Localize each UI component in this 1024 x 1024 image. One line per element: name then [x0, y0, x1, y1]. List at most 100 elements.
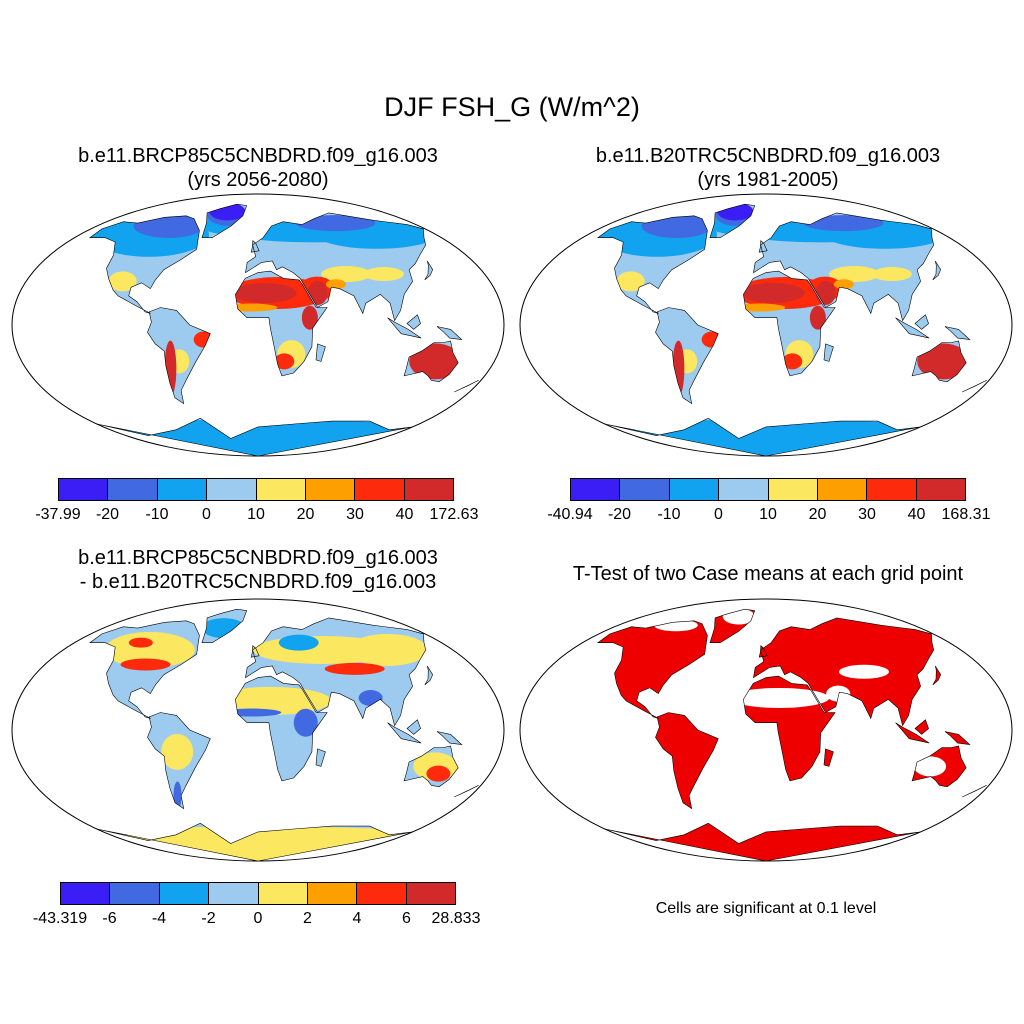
coastline	[753, 617, 935, 727]
colorbar-tick-label: -40.94	[547, 506, 593, 523]
coastline	[604, 417, 921, 457]
hottest-region	[740, 282, 805, 303]
land-png	[945, 731, 970, 745]
colorbar-segment	[719, 479, 769, 500]
coastline	[709, 608, 756, 643]
land-uk	[759, 645, 768, 658]
colorbar-segment	[571, 479, 621, 500]
colorbar-tick-label: 28.833	[431, 910, 481, 927]
colorbar-tick-label: 10	[759, 506, 777, 523]
panel-4-title-line1: T-Test of two Case means at each grid po…	[572, 563, 964, 585]
panel-2-title: b.e11.B20TRC5CNBDRD.f09_g16.003 (yrs 198…	[518, 144, 1018, 192]
coastline	[962, 380, 987, 393]
land-antarctica	[604, 823, 921, 861]
coastline	[604, 822, 921, 862]
land-japan	[932, 666, 941, 685]
coastline	[147, 307, 211, 405]
land-uk	[251, 240, 260, 253]
coastline	[944, 731, 971, 746]
coastline	[88, 215, 200, 314]
warm-region	[274, 353, 295, 370]
positive-large-region	[128, 637, 153, 648]
colorbar-segment	[357, 883, 407, 904]
land-japan	[932, 261, 941, 280]
colorbar-tick-label: 0	[253, 910, 263, 927]
land-indo	[895, 317, 930, 339]
coastline	[932, 260, 942, 281]
mild-region	[871, 267, 912, 282]
hottest-region	[809, 305, 826, 330]
colorbar-tick-label: 20	[296, 506, 315, 523]
colorbar-segment	[157, 479, 208, 500]
colorbar-tick-label: 40	[395, 506, 414, 523]
coastline	[201, 203, 248, 238]
colorbar-segment	[620, 479, 670, 500]
coastline	[403, 745, 459, 788]
land-madagascar	[824, 343, 834, 362]
land-png	[437, 731, 462, 745]
coastline	[387, 317, 422, 339]
map-panel-historical	[519, 193, 1013, 457]
coastline	[823, 343, 834, 362]
coastline	[895, 722, 930, 744]
negative-small-region	[278, 634, 319, 651]
figure-title: DJF FSH_G (W/m^2)	[384, 92, 640, 122]
hottest-region	[232, 282, 297, 303]
colorbar-tick-label: -2	[201, 910, 216, 927]
colorbar-tick-label: -10	[657, 506, 681, 523]
coastline	[914, 719, 929, 735]
coastline	[758, 239, 768, 253]
colorbar-tick-label: 4	[352, 910, 362, 927]
coastline	[753, 212, 935, 322]
colorbar-segment	[61, 883, 111, 904]
coastline	[655, 712, 719, 810]
land-indo	[895, 722, 930, 744]
colorbar-segment	[258, 883, 308, 904]
coastline	[387, 722, 422, 744]
land-indo	[387, 317, 422, 339]
colorbar-tick-label: 40	[907, 506, 926, 523]
coastline	[709, 203, 756, 238]
coastline	[96, 822, 413, 862]
colorbar-future	[58, 478, 454, 501]
cold-region	[803, 215, 884, 232]
panel-1-title: b.e11.BRCP85C5CNBDRD.f09_g16.003 (yrs 20…	[8, 144, 508, 192]
coastline	[743, 270, 836, 377]
colorbar-tick-label: 0	[202, 506, 211, 523]
coastline	[424, 260, 434, 281]
coastline	[758, 644, 768, 658]
panel-3-title-line2: - b.e11.B20TRC5CNBDRD.f09_g16.003	[79, 571, 437, 593]
hottest-region	[301, 305, 318, 330]
coastline	[235, 675, 328, 782]
colorbar-tick-label: 2	[303, 910, 312, 927]
panel-1-title-line1: b.e11.BRCP85C5CNBDRD.f09_g16.003	[78, 145, 438, 167]
mild-region	[321, 266, 372, 283]
colorbar-segment	[59, 479, 109, 500]
colorbar-historical-labels: -40.94 -20 -10 0 10 20 30 40 168.31	[547, 506, 990, 526]
land-japan	[424, 261, 433, 280]
colorbar-tick-label: 0	[714, 506, 723, 523]
map-panel-future	[11, 193, 505, 457]
land-uk	[759, 240, 768, 253]
negative-region	[293, 708, 318, 737]
coastline	[88, 620, 200, 719]
coastline	[201, 608, 248, 643]
hot-region	[325, 279, 346, 290]
coastline	[944, 326, 971, 341]
colorbar-tick-label: -4	[151, 910, 167, 927]
positive-small-region	[347, 633, 428, 666]
coastline	[914, 314, 929, 330]
coastline	[235, 270, 328, 377]
colorbar-tick-label: -6	[102, 910, 117, 927]
coastline	[596, 620, 708, 719]
panel-3-title-line1: b.e11.BRCP85C5CNBDRD.f09_g16.003	[78, 547, 438, 569]
colorbar-segment	[159, 883, 210, 904]
colorbar-tick-label: -43.319	[32, 910, 88, 927]
colorbar-segment	[768, 479, 818, 500]
coastline	[962, 785, 987, 798]
land-borneo	[407, 719, 421, 735]
hottest-region	[917, 343, 970, 380]
negative-region	[173, 781, 182, 810]
colorbar-segment	[867, 479, 917, 500]
positive-small-region	[104, 631, 195, 668]
